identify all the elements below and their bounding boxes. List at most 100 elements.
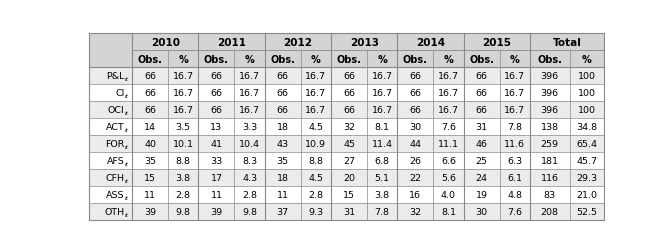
Text: 31: 31 — [476, 123, 488, 132]
Text: 11.4: 11.4 — [372, 140, 392, 149]
Text: it: it — [124, 212, 128, 217]
Text: 52.5: 52.5 — [576, 208, 597, 216]
Text: 11.1: 11.1 — [438, 140, 459, 149]
Text: P&L: P&L — [106, 72, 124, 81]
Text: it: it — [124, 127, 128, 132]
Text: 2011: 2011 — [217, 38, 246, 48]
Text: 18: 18 — [277, 123, 289, 132]
Text: 16.7: 16.7 — [438, 106, 459, 115]
Text: 30: 30 — [476, 208, 488, 216]
Text: 10.9: 10.9 — [305, 140, 327, 149]
Text: 20: 20 — [343, 174, 355, 183]
Text: 181: 181 — [541, 157, 559, 166]
Text: 2.8: 2.8 — [242, 191, 257, 200]
Text: 259: 259 — [541, 140, 559, 149]
Text: it: it — [124, 161, 128, 166]
Text: 24: 24 — [476, 174, 488, 183]
Text: 16.7: 16.7 — [372, 106, 392, 115]
Text: Total: Total — [552, 38, 581, 48]
Text: 30: 30 — [409, 123, 421, 132]
Text: 44: 44 — [409, 140, 421, 149]
Text: 16.7: 16.7 — [438, 89, 459, 98]
Text: 15: 15 — [144, 174, 156, 183]
Text: 45: 45 — [343, 140, 355, 149]
Text: 8.8: 8.8 — [176, 157, 191, 166]
Text: 43: 43 — [277, 140, 289, 149]
Text: 66: 66 — [476, 72, 488, 81]
Text: 16.7: 16.7 — [372, 89, 392, 98]
Text: %: % — [178, 55, 188, 65]
Text: 2.8: 2.8 — [308, 191, 323, 200]
Text: 9.8: 9.8 — [176, 208, 191, 216]
Text: 4.5: 4.5 — [308, 123, 323, 132]
Bar — [89, 85, 603, 102]
Text: 34.8: 34.8 — [576, 123, 597, 132]
Text: AFS: AFS — [107, 157, 124, 166]
Text: 65.4: 65.4 — [576, 140, 597, 149]
Text: 26: 26 — [409, 157, 421, 166]
Text: 66: 66 — [476, 106, 488, 115]
Text: 35: 35 — [277, 157, 289, 166]
Text: 35: 35 — [144, 157, 156, 166]
Text: 3.5: 3.5 — [175, 123, 191, 132]
Text: 41: 41 — [210, 140, 222, 149]
Text: 66: 66 — [210, 89, 222, 98]
Text: 16.7: 16.7 — [239, 72, 260, 81]
Text: 16.7: 16.7 — [504, 89, 526, 98]
Text: 9.8: 9.8 — [242, 208, 257, 216]
Text: 16: 16 — [409, 191, 421, 200]
Text: 66: 66 — [343, 106, 355, 115]
Text: Obs.: Obs. — [403, 55, 428, 65]
Text: 11: 11 — [277, 191, 289, 200]
Bar — [89, 153, 603, 170]
Text: it: it — [124, 94, 128, 98]
Text: 22: 22 — [409, 174, 421, 183]
Text: 6.8: 6.8 — [375, 157, 390, 166]
Text: 83: 83 — [544, 191, 556, 200]
Text: 66: 66 — [409, 106, 421, 115]
Text: %: % — [444, 55, 454, 65]
Text: 39: 39 — [144, 208, 156, 216]
Text: 3.8: 3.8 — [175, 174, 191, 183]
Text: 27: 27 — [343, 157, 355, 166]
Text: 2012: 2012 — [284, 38, 312, 48]
Text: %: % — [311, 55, 321, 65]
Text: %: % — [510, 55, 519, 65]
Text: ACT: ACT — [106, 123, 124, 132]
Text: 208: 208 — [541, 208, 559, 216]
Text: 16.7: 16.7 — [372, 72, 392, 81]
Text: 16.7: 16.7 — [173, 106, 194, 115]
Text: 66: 66 — [144, 106, 156, 115]
Text: 9.3: 9.3 — [308, 208, 323, 216]
Text: 16.7: 16.7 — [239, 89, 260, 98]
Text: 66: 66 — [210, 72, 222, 81]
Text: OTH: OTH — [104, 208, 124, 216]
Text: 66: 66 — [144, 89, 156, 98]
Text: Obs.: Obs. — [138, 55, 163, 65]
Text: 16.7: 16.7 — [239, 106, 260, 115]
Text: 16.7: 16.7 — [173, 72, 194, 81]
Text: 6.3: 6.3 — [507, 157, 522, 166]
Text: 66: 66 — [210, 106, 222, 115]
Text: 29.3: 29.3 — [576, 174, 597, 183]
Text: CI: CI — [115, 89, 124, 98]
Text: 16.7: 16.7 — [305, 106, 327, 115]
Text: 21.0: 21.0 — [576, 191, 597, 200]
Text: it: it — [124, 178, 128, 183]
Text: 10.1: 10.1 — [173, 140, 194, 149]
Text: 46: 46 — [476, 140, 488, 149]
Text: 66: 66 — [343, 72, 355, 81]
Text: 18: 18 — [277, 174, 289, 183]
Text: it: it — [124, 110, 128, 115]
Text: 7.6: 7.6 — [507, 208, 522, 216]
Text: 11.6: 11.6 — [504, 140, 526, 149]
Text: 66: 66 — [144, 72, 156, 81]
Text: it: it — [124, 144, 128, 149]
Text: ASS: ASS — [106, 191, 124, 200]
Text: 66: 66 — [409, 72, 421, 81]
Text: 16.7: 16.7 — [504, 106, 526, 115]
Text: FOR: FOR — [105, 140, 124, 149]
Text: 116: 116 — [541, 174, 559, 183]
Text: %: % — [245, 55, 255, 65]
Text: 14: 14 — [144, 123, 156, 132]
